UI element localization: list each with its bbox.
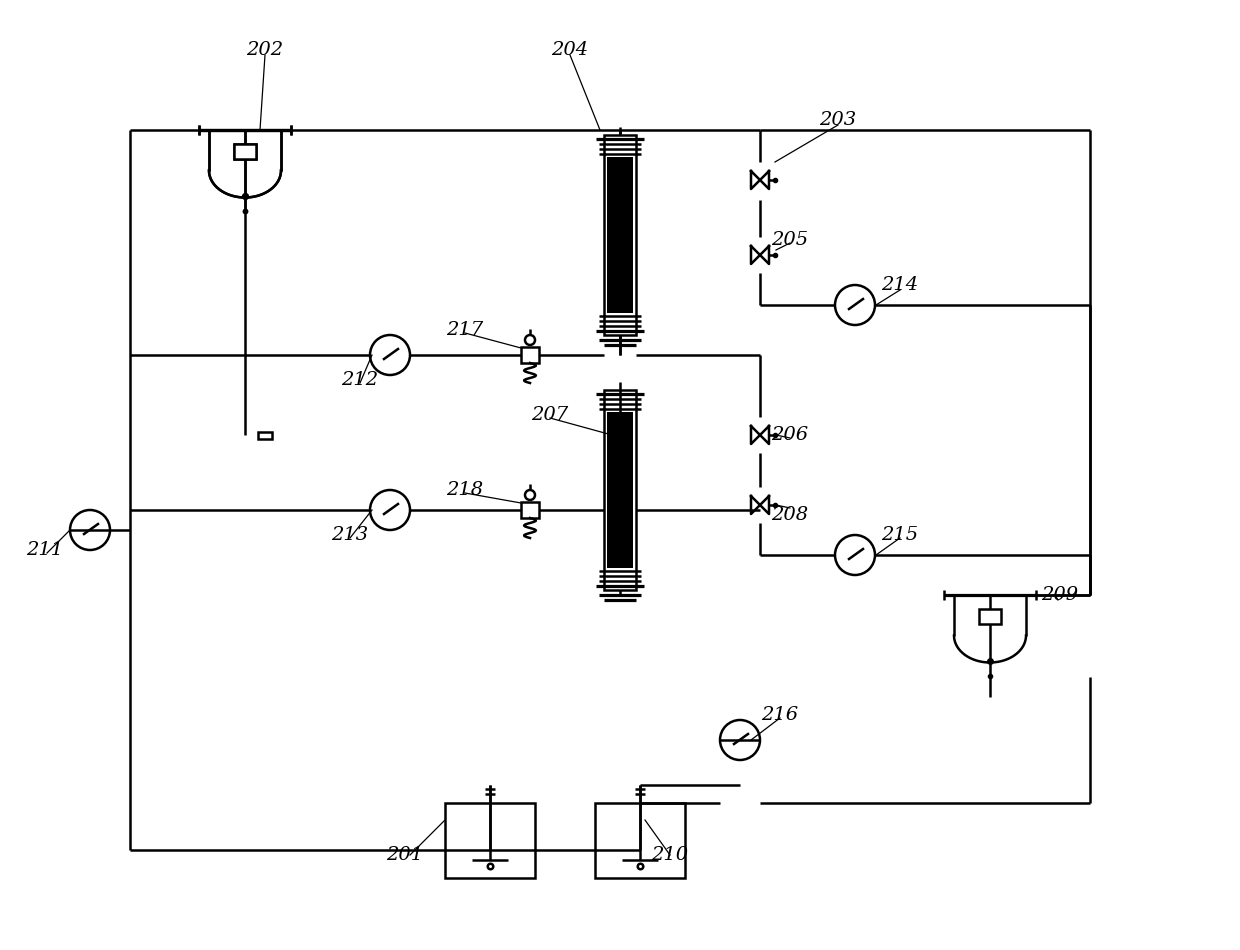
Text: 208: 208 — [771, 506, 808, 524]
Bar — [604, 390, 636, 590]
Bar — [445, 803, 534, 878]
Bar — [595, 803, 684, 878]
Text: 207: 207 — [532, 406, 569, 424]
Circle shape — [370, 490, 410, 530]
Text: 213: 213 — [331, 526, 368, 544]
Bar — [608, 157, 632, 313]
Text: 201: 201 — [387, 846, 424, 864]
Bar — [604, 135, 636, 335]
Text: 204: 204 — [552, 41, 589, 59]
Circle shape — [720, 720, 760, 760]
Circle shape — [370, 335, 410, 375]
Bar — [234, 143, 255, 159]
Bar — [258, 431, 272, 439]
Text: 211: 211 — [26, 541, 63, 559]
Bar — [608, 412, 632, 568]
Text: 209: 209 — [1042, 586, 1079, 604]
Circle shape — [835, 285, 875, 325]
Text: 210: 210 — [651, 846, 688, 864]
Text: 218: 218 — [446, 481, 484, 499]
Circle shape — [525, 490, 534, 500]
Bar — [521, 347, 539, 363]
Text: 206: 206 — [771, 426, 808, 444]
Text: 217: 217 — [446, 321, 484, 339]
Bar — [234, 143, 255, 159]
Text: 202: 202 — [247, 41, 284, 59]
Text: 203: 203 — [820, 111, 857, 129]
Text: 212: 212 — [341, 371, 378, 389]
Circle shape — [525, 335, 534, 345]
Text: 216: 216 — [761, 706, 799, 724]
Bar — [980, 609, 1001, 623]
Circle shape — [835, 535, 875, 575]
Text: 215: 215 — [882, 526, 919, 544]
Text: 205: 205 — [771, 231, 808, 249]
Text: 214: 214 — [882, 276, 919, 294]
Bar — [521, 502, 539, 518]
Circle shape — [69, 510, 110, 550]
